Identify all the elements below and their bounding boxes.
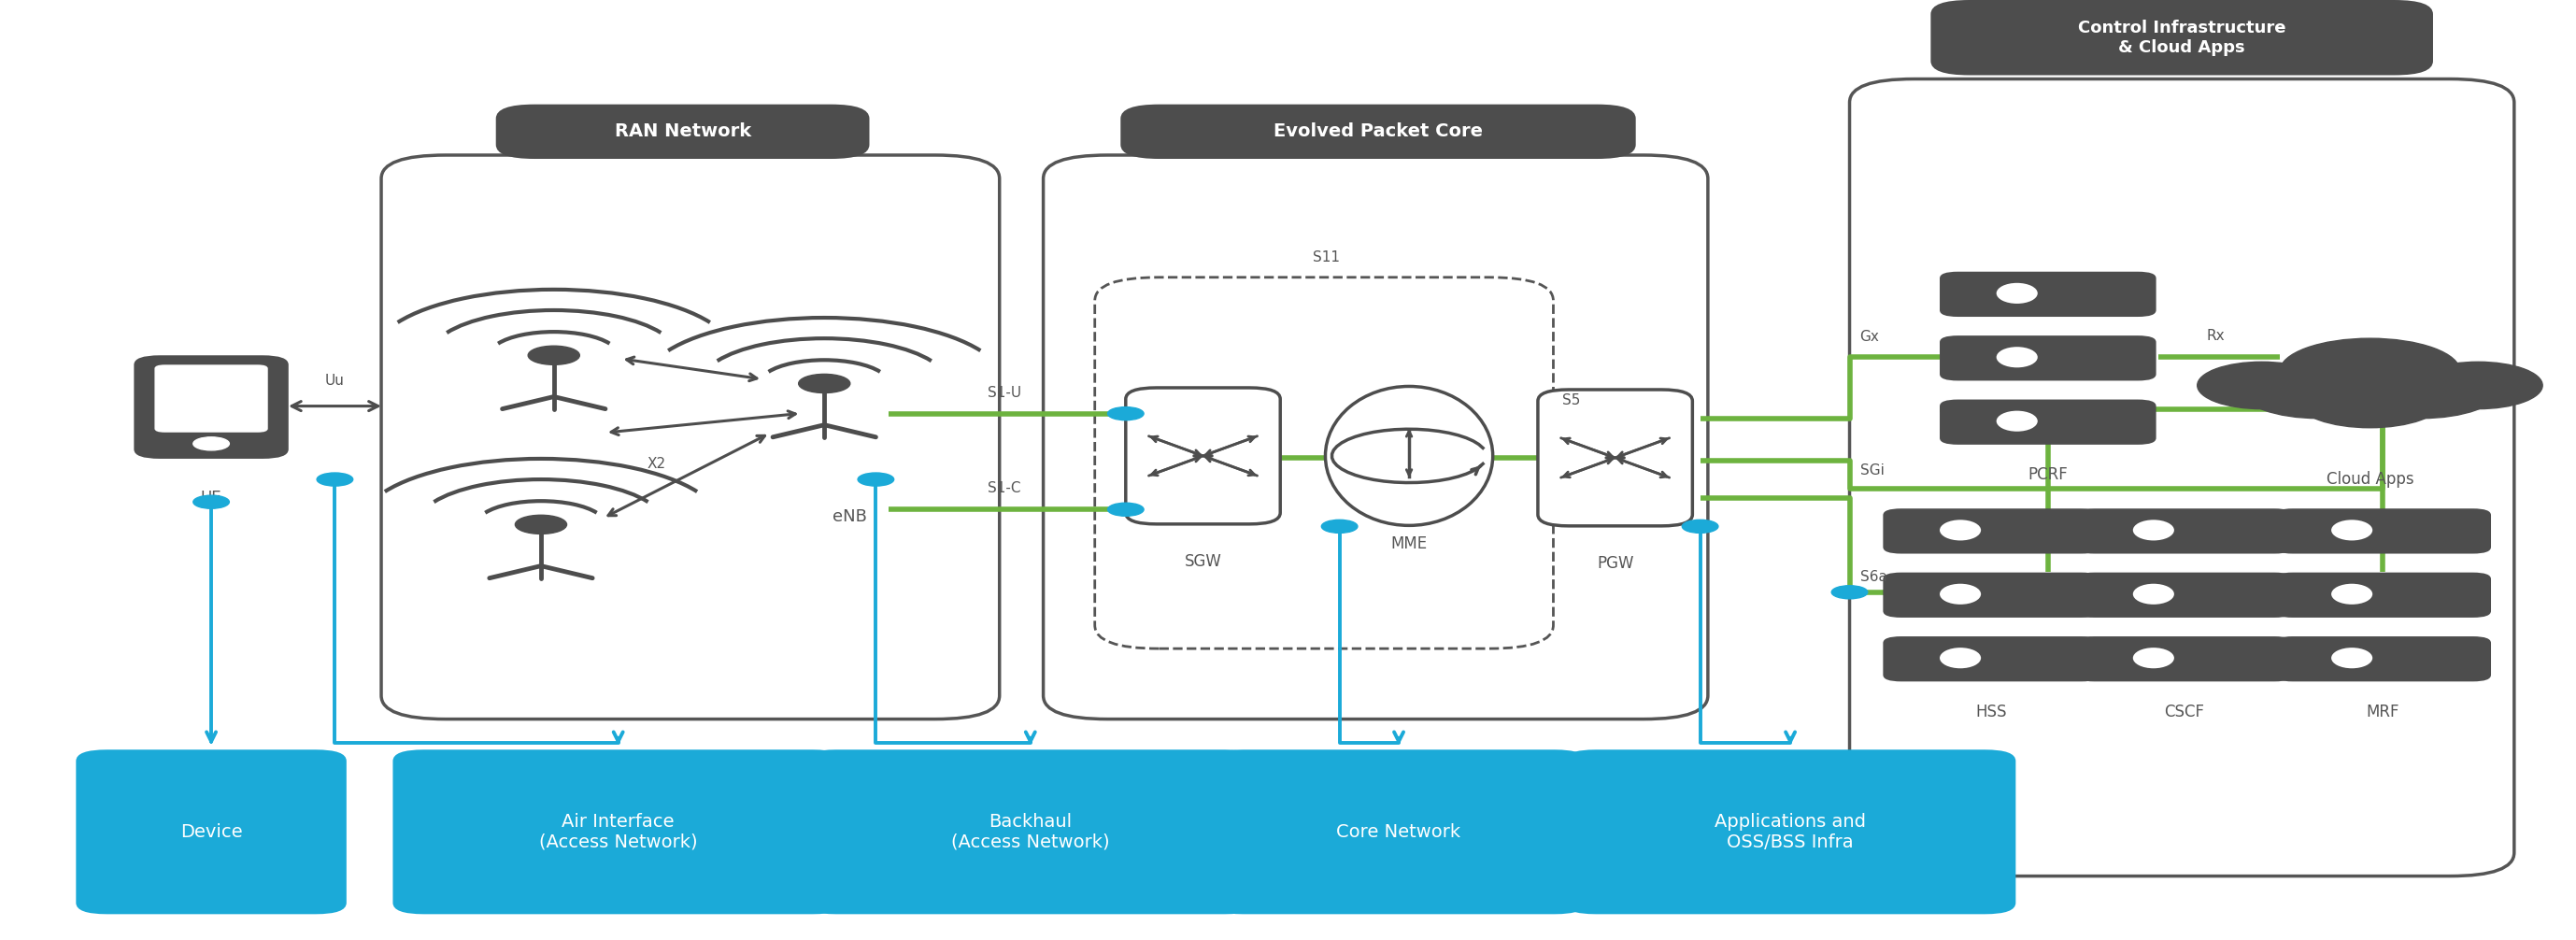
Text: X2: X2 (647, 457, 667, 471)
Text: Applications and
OSS/BSS Infra: Applications and OSS/BSS Infra (1716, 813, 1865, 851)
Ellipse shape (1996, 411, 2038, 431)
Circle shape (1108, 503, 1144, 516)
Ellipse shape (1940, 584, 1981, 604)
FancyBboxPatch shape (1940, 400, 2156, 445)
FancyBboxPatch shape (155, 365, 268, 432)
FancyBboxPatch shape (2076, 509, 2293, 554)
Circle shape (1682, 520, 1718, 533)
Circle shape (1321, 520, 1358, 533)
FancyBboxPatch shape (495, 104, 871, 159)
FancyBboxPatch shape (2275, 509, 2491, 554)
FancyBboxPatch shape (804, 750, 1255, 914)
Text: SGW: SGW (1185, 554, 1221, 570)
Circle shape (528, 346, 580, 365)
FancyBboxPatch shape (1564, 750, 2014, 914)
Text: Cloud Apps: Cloud Apps (2326, 471, 2414, 488)
Text: PGW: PGW (1597, 556, 1633, 572)
FancyBboxPatch shape (1883, 509, 2099, 554)
FancyBboxPatch shape (1121, 104, 1636, 159)
FancyBboxPatch shape (2076, 636, 2293, 682)
FancyBboxPatch shape (2076, 572, 2293, 618)
Circle shape (1108, 407, 1144, 420)
Text: S5: S5 (1561, 393, 1582, 407)
Text: S1-C: S1-C (989, 481, 1020, 495)
FancyBboxPatch shape (1883, 572, 2099, 618)
Circle shape (2344, 362, 2499, 418)
Ellipse shape (1996, 347, 2038, 368)
Circle shape (193, 437, 229, 450)
Circle shape (2280, 338, 2460, 404)
Text: HSS: HSS (1976, 703, 2007, 720)
FancyBboxPatch shape (77, 750, 345, 914)
Ellipse shape (1327, 386, 1494, 525)
Text: Rx: Rx (2205, 329, 2226, 343)
Text: Control Infrastructure
& Cloud Apps: Control Infrastructure & Cloud Apps (2079, 20, 2285, 55)
Text: Core Network: Core Network (1337, 823, 1461, 840)
Circle shape (193, 495, 229, 509)
Text: S1-U: S1-U (987, 385, 1023, 400)
Circle shape (515, 515, 567, 534)
Circle shape (858, 473, 894, 486)
Circle shape (2241, 362, 2396, 418)
Text: eNB: eNB (832, 509, 868, 525)
Text: S11: S11 (1314, 251, 1340, 264)
Ellipse shape (1996, 283, 2038, 304)
Circle shape (2197, 362, 2326, 409)
Ellipse shape (2133, 584, 2174, 604)
Text: SGi: SGi (1860, 463, 1883, 478)
Text: MRF: MRF (2367, 703, 2398, 720)
Circle shape (2298, 375, 2442, 428)
FancyBboxPatch shape (2275, 572, 2491, 618)
FancyBboxPatch shape (392, 750, 845, 914)
Ellipse shape (2331, 584, 2372, 604)
Circle shape (317, 473, 353, 486)
Circle shape (1832, 586, 1868, 599)
Ellipse shape (1940, 648, 1981, 668)
Circle shape (2414, 362, 2543, 409)
Ellipse shape (2133, 648, 2174, 668)
FancyBboxPatch shape (1883, 636, 2099, 682)
FancyBboxPatch shape (1929, 0, 2432, 75)
Text: Device: Device (180, 823, 242, 840)
Ellipse shape (2331, 648, 2372, 668)
Text: Evolved Packet Core: Evolved Packet Core (1273, 123, 1484, 140)
Text: S6a: S6a (1860, 570, 1886, 584)
Text: Air Interface
(Access Network): Air Interface (Access Network) (538, 813, 698, 851)
Text: RAN Network: RAN Network (613, 123, 752, 140)
FancyBboxPatch shape (1126, 388, 1280, 525)
Ellipse shape (2133, 520, 2174, 541)
Circle shape (799, 374, 850, 393)
Text: PCRF: PCRF (2027, 466, 2069, 483)
FancyBboxPatch shape (1940, 272, 2156, 317)
FancyBboxPatch shape (2275, 636, 2491, 682)
FancyBboxPatch shape (1538, 389, 1692, 526)
FancyBboxPatch shape (1940, 336, 2156, 381)
Text: Gx: Gx (1860, 330, 1880, 344)
Text: MME: MME (1391, 536, 1427, 553)
Ellipse shape (2331, 520, 2372, 541)
FancyBboxPatch shape (1211, 750, 1587, 914)
FancyBboxPatch shape (134, 355, 289, 459)
Text: UE: UE (201, 490, 222, 507)
Text: Backhaul
(Access Network): Backhaul (Access Network) (951, 813, 1110, 851)
Ellipse shape (1940, 520, 1981, 541)
Text: CSCF: CSCF (2164, 703, 2205, 720)
Text: Uu: Uu (325, 374, 345, 388)
